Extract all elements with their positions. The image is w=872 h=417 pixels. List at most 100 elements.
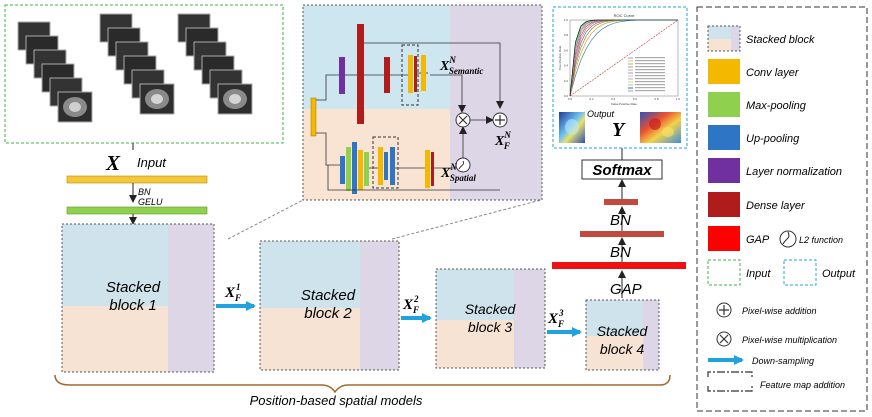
detail-spatial-dashed bbox=[372, 136, 399, 189]
roc-ytick: 1.0 bbox=[564, 18, 569, 22]
roc-xtick: 0.8 bbox=[654, 97, 659, 101]
roc-ytick: 0.2 bbox=[564, 79, 569, 83]
legend-item-uppool: Up-pooling bbox=[708, 125, 800, 150]
roc-ytick: 0.0 bbox=[564, 94, 569, 98]
roc-xtick: 1.0 bbox=[676, 97, 681, 101]
legend-item-down: Down-sampling bbox=[708, 355, 814, 366]
xf3-label: XF3 bbox=[547, 308, 564, 329]
gelu-label: GELU bbox=[138, 197, 163, 207]
roc-xtick: 0.2 bbox=[590, 97, 595, 101]
detail-dense-1 bbox=[357, 24, 364, 124]
detail-uppool-2 bbox=[352, 142, 357, 194]
detail-maxpool-2 bbox=[364, 152, 369, 186]
legend-label-maxpool: Max-pooling bbox=[746, 100, 807, 112]
stacked-block-1: Stacked block 1 bbox=[61, 223, 215, 373]
roc-legend-entry bbox=[635, 66, 665, 68]
block-4-line1: Stacked bbox=[597, 323, 649, 339]
legend-label-add: Pixel-wise addition bbox=[742, 306, 817, 316]
detail-uppool-3 bbox=[384, 152, 388, 180]
roc-curve bbox=[569, 19, 678, 97]
legend-label-l2: L2 function bbox=[799, 235, 843, 245]
x-semantic-label: XN Semantic bbox=[439, 55, 483, 76]
softmax-label: Softmax bbox=[592, 162, 652, 179]
feature-map-addition-icon bbox=[707, 371, 753, 392]
legend-item-gap: GAP bbox=[708, 226, 770, 251]
detail-conv-sem-2 bbox=[421, 55, 426, 91]
roc-legend-entry bbox=[635, 72, 665, 74]
legend: Stacked block Conv layer Max-pooling Up-… bbox=[696, 6, 868, 412]
legend-label-uppool: Up-pooling bbox=[746, 133, 800, 145]
zoom-line-right bbox=[391, 199, 542, 240]
ct-stack-1 bbox=[17, 21, 93, 123]
bottom-brace: Position-based spatial models bbox=[54, 374, 671, 408]
input-region bbox=[4, 4, 284, 144]
y-output-symbol: Y bbox=[612, 119, 626, 141]
legend-item-stacked-block: Stacked block bbox=[707, 25, 815, 52]
bn-label-2: BN bbox=[610, 212, 631, 229]
legend-item-maxpool: Max-pooling bbox=[708, 92, 807, 117]
zoom-line-left bbox=[227, 199, 304, 240]
downsample-arrows: XF1 XF2 XF3 bbox=[216, 282, 582, 337]
block-2-line2: block 2 bbox=[304, 305, 352, 322]
roc-xtick: 0.0 bbox=[568, 97, 573, 101]
detail-conv-sp-3 bbox=[425, 150, 430, 188]
xf2-label: XF2 bbox=[402, 294, 419, 315]
detail-layernorm-1 bbox=[339, 57, 345, 94]
legend-label-conv: Conv layer bbox=[746, 67, 800, 79]
ct-stack-3 bbox=[177, 13, 253, 115]
legend-item-dense: Dense layer bbox=[708, 192, 806, 217]
roc-title: ROC Curve bbox=[614, 13, 635, 18]
detail-conv-sp-2 bbox=[378, 147, 383, 185]
roc-ytick: 0.6 bbox=[564, 48, 569, 52]
dense-bar-2 bbox=[604, 199, 638, 205]
detail-uppool-4 bbox=[390, 147, 395, 185]
roc-ytick: 0.4 bbox=[564, 64, 569, 68]
legend-item-conv: Conv layer bbox=[708, 59, 800, 84]
ct-stack-2 bbox=[99, 13, 175, 115]
detail-conv-sem-1 bbox=[408, 55, 413, 93]
legend-item-fma: Feature map addition bbox=[707, 371, 845, 392]
input-stem: X Input BN GELU bbox=[66, 143, 208, 225]
roc-legend-entry bbox=[635, 78, 665, 80]
dense-bar-1 bbox=[580, 231, 664, 237]
roc-ytick: 0.8 bbox=[564, 33, 569, 37]
stacked-block-4: Stacked block 4 bbox=[585, 299, 660, 371]
maxpool-bar-input bbox=[66, 206, 208, 215]
block-2-line1: Stacked bbox=[301, 287, 356, 304]
classification-head: GAP BN BN Softmax bbox=[552, 148, 686, 298]
detail-semantic-dashed bbox=[401, 44, 419, 106]
legend-label-layernorm: Layer normalization bbox=[746, 166, 842, 178]
roc-legend-entry bbox=[635, 84, 665, 86]
conv-bar-input bbox=[66, 175, 208, 184]
roc-legend-entry bbox=[635, 81, 665, 83]
detail-dense-2 bbox=[384, 57, 390, 93]
roc-chart: ROC Curve False Positive Rate True Positiv… bbox=[558, 13, 680, 106]
bn-label-1: BN bbox=[610, 244, 631, 261]
roc-xlabel: False Positive Rate bbox=[611, 102, 637, 106]
legend-label-mult: Pixel-wise multiplication bbox=[742, 335, 837, 345]
heatmap-image-2 bbox=[640, 112, 681, 143]
detail-dense-sp bbox=[431, 152, 434, 186]
legend-item-input: Input bbox=[707, 259, 771, 286]
stacked-block-detail: XN Semantic XN Spatial XN F bbox=[302, 4, 543, 201]
x-input-symbol: X bbox=[105, 151, 121, 175]
block-1-line2: block 1 bbox=[109, 297, 157, 314]
block-3-line1: Stacked bbox=[465, 301, 517, 317]
legend-label-gap: GAP bbox=[746, 234, 770, 246]
detail-uppool-1 bbox=[340, 156, 345, 184]
output-label: Output bbox=[587, 109, 615, 119]
legend-label-stacked-block: Stacked block bbox=[746, 34, 815, 46]
roc-chance-line bbox=[569, 19, 679, 97]
roc-legend-entry bbox=[635, 69, 665, 71]
input-label: Input bbox=[137, 155, 167, 170]
stacked-block-2: Stacked block 2 bbox=[259, 240, 400, 371]
roc-legend-entry bbox=[635, 60, 665, 62]
roc-legend-entry bbox=[635, 63, 665, 65]
roc-legend-entry bbox=[635, 90, 665, 92]
x-spatial-label: XN Spatial bbox=[440, 162, 476, 183]
roc-xtick: 0.4 bbox=[611, 97, 616, 101]
detail-maxpool-1 bbox=[346, 147, 351, 191]
legend-item-add: Pixel-wise addition bbox=[716, 302, 817, 318]
gap-label: GAP bbox=[610, 281, 642, 298]
